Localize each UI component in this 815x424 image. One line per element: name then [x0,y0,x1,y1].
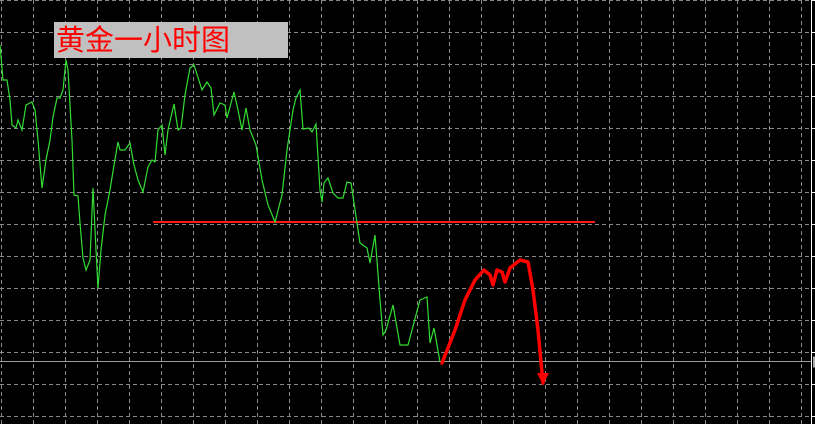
current-price-marker [813,356,815,368]
arrow-head-icon [537,373,549,385]
forecast-arrow-path [440,258,545,385]
chart-title: 黄金一小时图 [54,22,288,58]
price-line [0,44,441,363]
